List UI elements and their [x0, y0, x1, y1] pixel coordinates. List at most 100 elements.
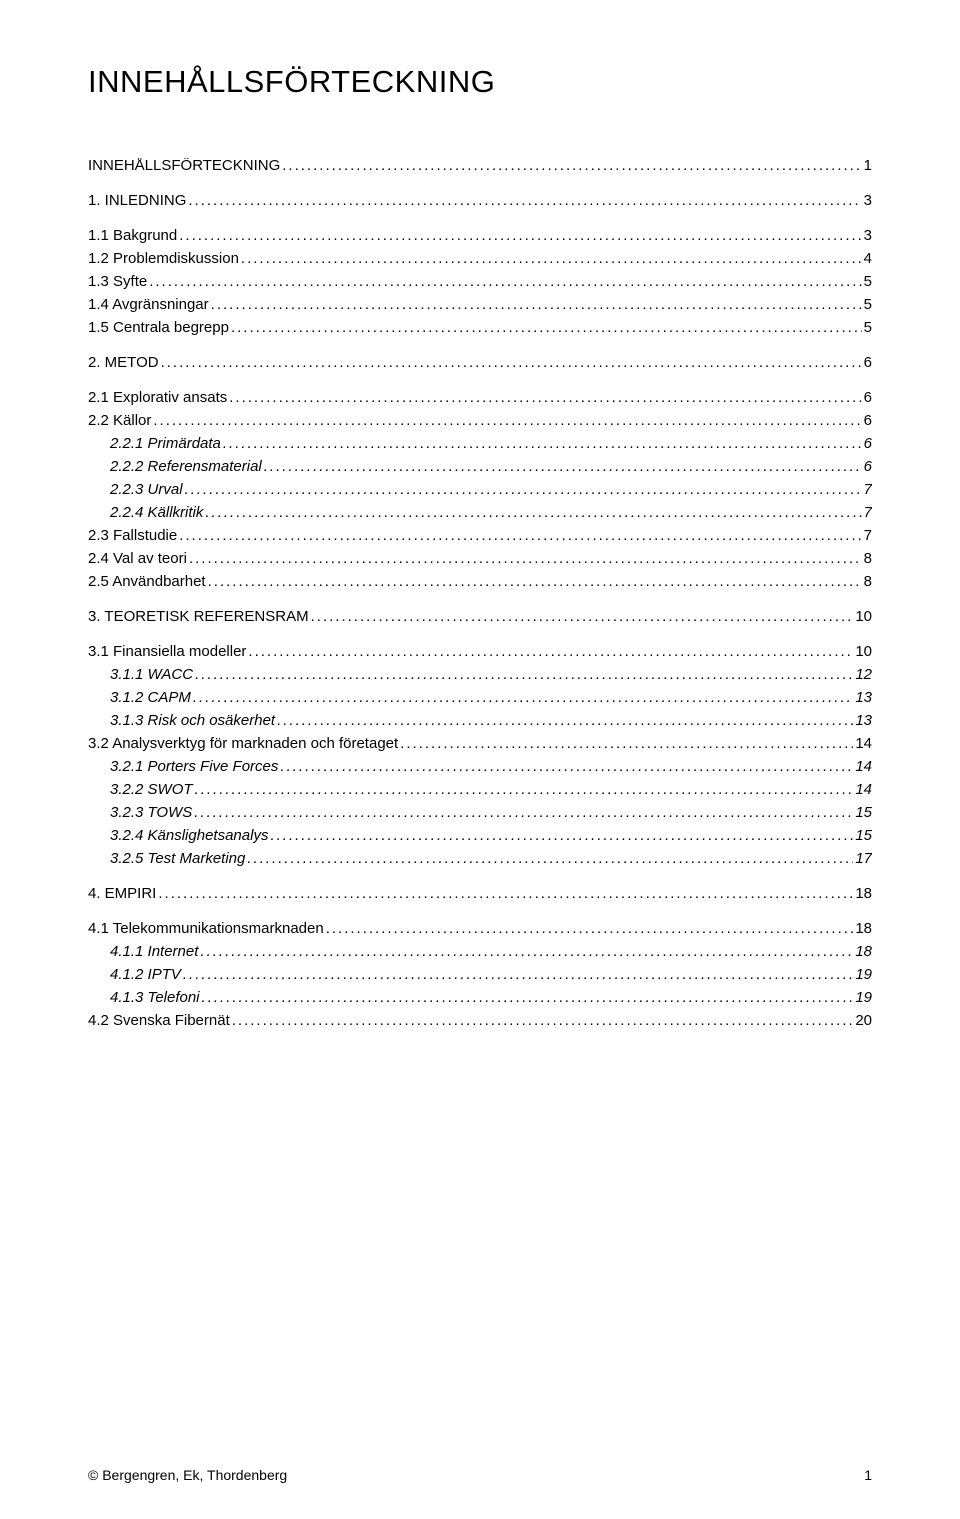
- toc-entry-label: 4. EMPIRI: [88, 886, 156, 901]
- toc-dot-leader: [194, 805, 853, 820]
- toc-entry-page: 19: [855, 990, 872, 1005]
- toc-dot-leader: [202, 990, 854, 1005]
- toc-entry: 2.2.3 Urval 7: [88, 482, 872, 497]
- toc-entry-label: 3.1.3 Risk och osäkerhet: [110, 713, 275, 728]
- footer-left: © Bergengren, Ek, Thordenberg: [88, 1467, 287, 1483]
- toc-entry: 3.1.1 WACC 12: [88, 667, 872, 682]
- toc-entry: 4. EMPIRI18: [88, 886, 872, 901]
- toc-entry-label: 4.1.1 Internet: [110, 944, 198, 959]
- toc-dot-leader: [311, 609, 854, 624]
- toc-entry-page: 6: [864, 436, 872, 451]
- toc-entry: 4.1.2 IPTV 19: [88, 967, 872, 982]
- toc-entry-label: 3.2.4 Känslighetsanalys: [110, 828, 268, 843]
- toc-dot-leader: [179, 228, 861, 243]
- page-title: INNEHÅLLSFÖRTECKNING: [88, 64, 872, 100]
- toc-dot-leader: [188, 193, 861, 208]
- toc-entry-label: 2.2.3 Urval: [110, 482, 183, 497]
- toc-dot-leader: [205, 505, 861, 520]
- toc-entry-page: 14: [855, 782, 872, 797]
- toc-entry: 2.1 Explorativ ansats 6: [88, 390, 872, 405]
- toc-dot-leader: [248, 644, 853, 659]
- toc-dot-leader: [229, 390, 861, 405]
- toc-entry-label: 3.1.2 CAPM: [110, 690, 191, 705]
- toc-entry-page: 18: [855, 921, 872, 936]
- toc-entry-page: 19: [855, 967, 872, 982]
- toc-entry: 1.1 Bakgrund3: [88, 228, 872, 243]
- toc-entry-page: 6: [864, 390, 872, 405]
- toc-entry: 3.2.1 Porters Five Forces 14: [88, 759, 872, 774]
- toc-entry: 3.1.2 CAPM13: [88, 690, 872, 705]
- toc-entry-page: 7: [864, 482, 872, 497]
- toc-entry: 3.2.2 SWOT 14: [88, 782, 872, 797]
- toc-entry-label: 4.1 Telekommunikationsmarknaden: [88, 921, 324, 936]
- toc-entry-label: 2.2.4 Källkritik: [110, 505, 203, 520]
- toc-dot-leader: [179, 528, 861, 543]
- toc-entry: 1. INLEDNING3: [88, 193, 872, 208]
- toc-dot-leader: [158, 886, 853, 901]
- toc-dot-leader: [264, 459, 862, 474]
- toc-entry: 1.4 Avgränsningar5: [88, 297, 872, 312]
- toc-entry-label: INNEHÅLLSFÖRTECKNING: [88, 158, 280, 173]
- toc-entry-page: 12: [855, 667, 872, 682]
- toc-entry: 2. METOD6: [88, 355, 872, 370]
- toc-entry: INNEHÅLLSFÖRTECKNING 1: [88, 158, 872, 173]
- toc-entry: 2.4 Val av teori8: [88, 551, 872, 566]
- toc-entry-label: 1.3 Syfte: [88, 274, 147, 289]
- toc-entry-label: 2.5 Användbarhet: [88, 574, 206, 589]
- toc-entry-page: 15: [855, 805, 872, 820]
- toc-dot-leader: [185, 482, 862, 497]
- toc-entry: 3.1.3 Risk och osäkerhet 13: [88, 713, 872, 728]
- toc-dot-leader: [232, 1013, 854, 1028]
- toc-entry-label: 3.1 Finansiella modeller: [88, 644, 246, 659]
- toc-dot-leader: [161, 355, 862, 370]
- toc-entry: 3. TEORETISK REFERENSRAM10: [88, 609, 872, 624]
- toc-entry-page: 4: [864, 251, 872, 266]
- toc-entry: 1.3 Syfte 5: [88, 274, 872, 289]
- toc-dot-leader: [200, 944, 853, 959]
- toc-entry-label: 2.3 Fallstudie: [88, 528, 177, 543]
- toc-dot-leader: [277, 713, 853, 728]
- toc-entry-label: 2.2.1 Primärdata: [110, 436, 221, 451]
- toc-dot-leader: [183, 967, 853, 982]
- toc-entry-label: 3.2.1 Porters Five Forces: [110, 759, 278, 774]
- toc-dot-leader: [247, 851, 853, 866]
- toc-entry-page: 13: [855, 713, 872, 728]
- toc-dot-leader: [223, 436, 862, 451]
- toc-entry-page: 15: [855, 828, 872, 843]
- toc-entry-page: 6: [864, 459, 872, 474]
- toc-entry-page: 8: [864, 551, 872, 566]
- footer-page-number: 1: [864, 1467, 872, 1483]
- toc-entry-page: 8: [864, 574, 872, 589]
- toc-entry-label: 1. INLEDNING: [88, 193, 186, 208]
- toc-entry: 2.5 Användbarhet 8: [88, 574, 872, 589]
- toc-entry-label: 3.1.1 WACC: [110, 667, 193, 682]
- toc-dot-leader: [193, 690, 853, 705]
- toc-entry: 2.2 Källor 6: [88, 413, 872, 428]
- toc-entry-page: 20: [855, 1013, 872, 1028]
- toc-entry-label: 2.2 Källor: [88, 413, 151, 428]
- toc-entry: 4.1.1 Internet18: [88, 944, 872, 959]
- toc-entry: 3.2.5 Test Marketing17: [88, 851, 872, 866]
- toc-dot-leader: [241, 251, 862, 266]
- page-footer: © Bergengren, Ek, Thordenberg 1: [88, 1467, 872, 1483]
- toc-entry-label: 3.2.5 Test Marketing: [110, 851, 245, 866]
- toc-dot-leader: [326, 921, 854, 936]
- toc-entry-label: 4.1.2 IPTV: [110, 967, 181, 982]
- toc-entry-label: 3.2 Analysverktyg för marknaden och före…: [88, 736, 398, 751]
- toc-dot-leader: [195, 667, 853, 682]
- toc-entry-page: 1: [864, 158, 872, 173]
- toc-entry-label: 2.2.2 Referensmaterial: [110, 459, 262, 474]
- toc-entry: 4.1.3 Telefoni19: [88, 990, 872, 1005]
- toc-entry-label: 2.1 Explorativ ansats: [88, 390, 227, 405]
- toc-entry-page: 3: [864, 228, 872, 243]
- toc-entry-page: 6: [864, 413, 872, 428]
- table-of-contents: INNEHÅLLSFÖRTECKNING11. INLEDNING31.1 Ba…: [88, 158, 872, 1028]
- toc-entry-page: 6: [864, 355, 872, 370]
- toc-entry-page: 5: [864, 274, 872, 289]
- toc-entry-label: 4.2 Svenska Fibernät: [88, 1013, 230, 1028]
- toc-entry: 2.2.1 Primärdata 6: [88, 436, 872, 451]
- toc-dot-leader: [211, 297, 862, 312]
- toc-entry-label: 3. TEORETISK REFERENSRAM: [88, 609, 309, 624]
- toc-entry-label: 3.2.2 SWOT: [110, 782, 193, 797]
- toc-entry-page: 14: [855, 759, 872, 774]
